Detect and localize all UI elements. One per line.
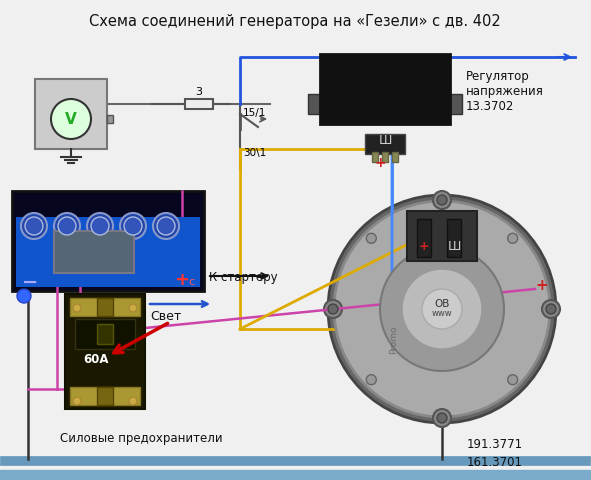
Text: +: + [535, 277, 548, 292]
Circle shape [433, 409, 451, 427]
Text: К стартеру: К стартеру [209, 270, 278, 283]
Bar [320, 55, 450, 125]
Circle shape [21, 214, 47, 240]
Circle shape [546, 304, 556, 314]
Text: Ш: Ш [447, 240, 461, 253]
Bar [16, 217, 200, 288]
Circle shape [508, 234, 518, 244]
Text: 3: 3 [196, 87, 203, 97]
Circle shape [153, 214, 179, 240]
Text: 15/1: 15/1 [243, 108, 267, 118]
Bar [0, 470, 591, 480]
Bar [97, 387, 113, 405]
Circle shape [25, 217, 43, 236]
Circle shape [17, 289, 31, 303]
Bar [382, 153, 388, 163]
Text: Свет: Свет [150, 310, 181, 323]
Circle shape [54, 214, 80, 240]
Bar [12, 192, 204, 291]
Bar [372, 153, 378, 163]
Circle shape [73, 304, 81, 312]
Text: +: + [418, 240, 429, 253]
Text: +: + [374, 156, 386, 169]
Circle shape [366, 234, 376, 244]
Circle shape [328, 304, 338, 314]
Text: Силовые предохранители: Силовые предохранители [60, 431, 223, 444]
Circle shape [542, 300, 560, 318]
Bar [308, 95, 320, 115]
Circle shape [366, 375, 376, 385]
Text: 161.3701: 161.3701 [467, 455, 523, 468]
Bar [407, 212, 477, 262]
Bar [450, 95, 462, 115]
Text: Ш: Ш [378, 133, 392, 146]
Circle shape [124, 217, 142, 236]
Bar [97, 299, 113, 316]
Bar [70, 299, 140, 316]
Bar [97, 324, 113, 344]
Circle shape [380, 248, 504, 371]
Circle shape [433, 192, 451, 210]
Text: Регулятор
напряжения
13.3702: Регулятор напряжения 13.3702 [466, 70, 544, 113]
Circle shape [91, 217, 109, 236]
Circle shape [328, 195, 556, 423]
Circle shape [402, 269, 482, 349]
Bar [70, 387, 140, 405]
Circle shape [129, 304, 137, 312]
Bar [65, 294, 145, 409]
Bar [107, 116, 113, 124]
Circle shape [437, 413, 447, 423]
Text: с: с [188, 276, 194, 287]
Bar [54, 231, 134, 274]
Text: 60А: 60А [83, 353, 109, 366]
Text: −: − [22, 272, 38, 291]
Circle shape [422, 289, 462, 329]
Circle shape [51, 100, 91, 140]
Circle shape [73, 397, 81, 405]
Bar [417, 219, 431, 257]
Text: +: + [174, 270, 190, 288]
Circle shape [129, 397, 137, 405]
Text: www: www [431, 309, 452, 318]
Bar [392, 153, 398, 163]
Bar [35, 80, 107, 150]
Text: Promo: Promo [389, 325, 398, 353]
Circle shape [157, 217, 175, 236]
Circle shape [87, 214, 113, 240]
Circle shape [58, 217, 76, 236]
Circle shape [437, 195, 447, 205]
Bar [365, 135, 405, 155]
Text: 30\1: 30\1 [243, 148, 267, 157]
Text: V: V [65, 112, 77, 127]
Bar [75, 319, 135, 349]
Text: 191.3771: 191.3771 [467, 437, 523, 450]
Circle shape [334, 202, 550, 417]
Bar [447, 219, 461, 257]
Circle shape [508, 375, 518, 385]
Circle shape [324, 300, 342, 318]
Text: ОВ: ОВ [434, 299, 450, 308]
Text: Схема соединений генератора на «Гезели» с дв. 402: Схема соединений генератора на «Гезели» … [89, 14, 501, 29]
Bar [185, 100, 213, 110]
Circle shape [120, 214, 146, 240]
